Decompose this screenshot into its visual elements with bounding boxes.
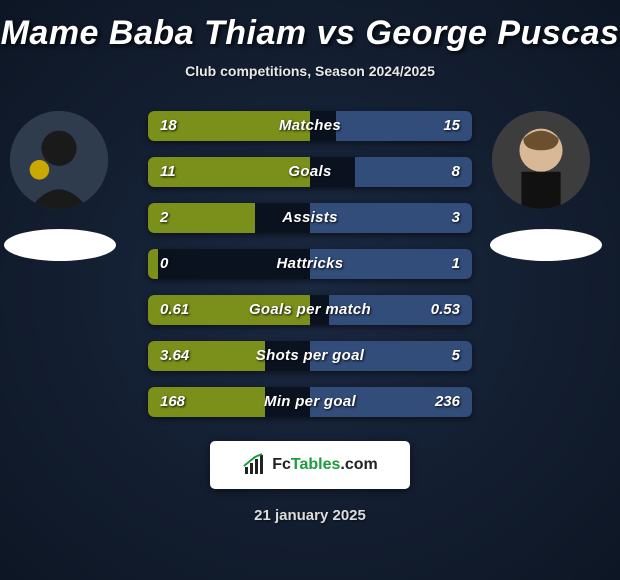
player-right-avatar: [492, 111, 590, 209]
stat-label: Shots per goal: [148, 341, 472, 371]
stat-label: Goals: [148, 157, 472, 187]
player-left-flag: [4, 229, 116, 261]
stat-row: 118Goals: [148, 157, 472, 187]
stat-label: Hattricks: [148, 249, 472, 279]
stat-label: Goals per match: [148, 295, 472, 325]
stat-row: 23Assists: [148, 203, 472, 233]
avatar-placeholder-icon: [492, 111, 590, 209]
stat-row: 01Hattricks: [148, 249, 472, 279]
comparison-container: 1815Matches 118Goals 23Assists 01Hattricks 0…: [0, 111, 620, 417]
player-right-flag: [490, 229, 602, 261]
fctables-badge[interactable]: FcTables.com: [210, 441, 410, 489]
stat-row: 168236Min per goal: [148, 387, 472, 417]
stat-row: 0.610.53Goals per match: [148, 295, 472, 325]
stats-bars: 1815Matches 118Goals 23Assists 01Hattricks 0…: [148, 111, 472, 417]
stat-row: 1815Matches: [148, 111, 472, 141]
badge-prefix: Fc: [272, 456, 291, 473]
badge-suffix: .com: [340, 456, 377, 473]
page-title: Mame Baba Thiam vs George Puscas: [0, 0, 620, 53]
avatar-placeholder-icon: [10, 111, 108, 209]
badge-main: Tables: [291, 456, 341, 473]
player-left-avatar: [10, 111, 108, 209]
chart-icon: [242, 453, 266, 477]
stat-label: Min per goal: [148, 387, 472, 417]
date-text: 21 january 2025: [0, 507, 620, 524]
stat-label: Assists: [148, 203, 472, 233]
stat-row: 3.645Shots per goal: [148, 341, 472, 371]
badge-text: FcTables.com: [272, 456, 378, 474]
stat-label: Matches: [148, 111, 472, 141]
subtitle: Club competitions, Season 2024/2025: [0, 63, 620, 79]
